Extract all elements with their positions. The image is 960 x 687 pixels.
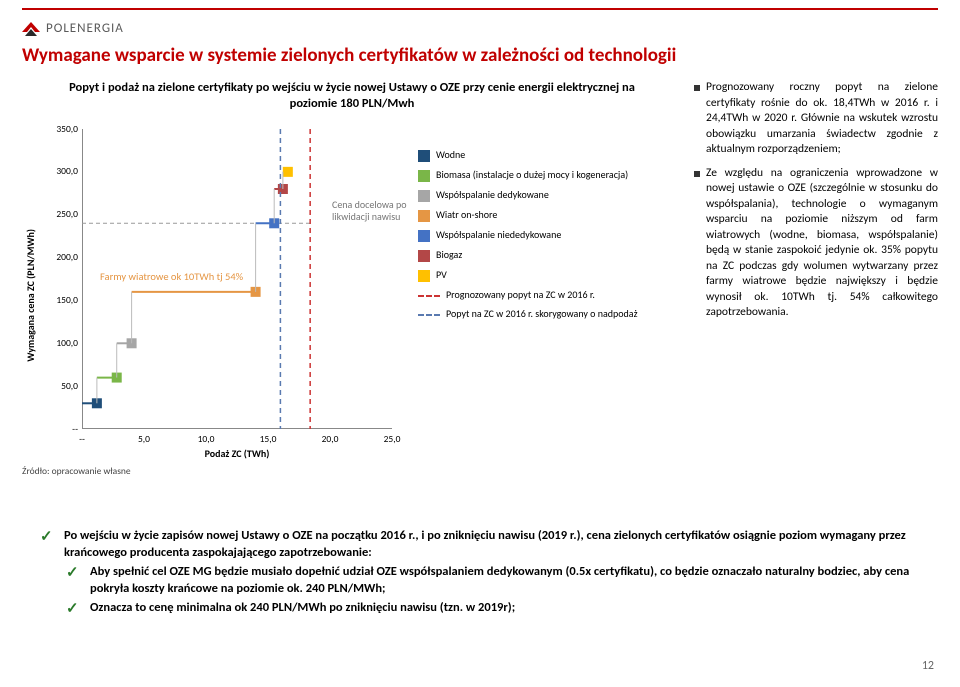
check-icon: ✓: [66, 600, 82, 618]
x-tick: 25,0: [384, 433, 401, 445]
legend-label: PV: [436, 269, 447, 281]
y-tick: 350,0: [46, 123, 78, 135]
legend-item: Współspalanie niededykowane: [418, 229, 668, 242]
legend-swatch: [418, 150, 430, 162]
legend-label: Prognozowany popyt na ZC w 2016 r.: [446, 289, 595, 301]
annotation-target-price: Cena docelowa po likwidacji nawisu: [332, 199, 412, 223]
chart-column: Popyt i podaż na zielone certyfikaty po …: [22, 80, 682, 469]
x-axis-label: Podaż ZC (TWh): [82, 447, 392, 460]
chart-source: Źródło: opracowanie własne: [22, 465, 131, 477]
legend-item: Wodne: [418, 149, 668, 162]
legend-item: Biomasa (instalacje o dużej mocy i kogen…: [418, 169, 668, 182]
conclusion-main-text: Po wejściu w życie zapisów nowej Ustawy …: [64, 528, 920, 562]
top-rule: [22, 8, 938, 10]
y-tick: --: [46, 423, 78, 435]
x-tick: --: [79, 433, 85, 445]
bottom-conclusions: ✓ Po wejściu w życie zapisów nowej Ustaw…: [40, 528, 920, 620]
legend-swatch: [418, 295, 440, 297]
legend-label: Biogaz: [436, 249, 462, 261]
legend-swatch: [418, 210, 430, 222]
legend-item: PV: [418, 269, 668, 282]
conclusion-sub-2: ✓ Oznacza to cenę minimalna ok 240 PLN/M…: [66, 600, 920, 618]
legend-swatch: [418, 314, 440, 316]
y-tick: 300,0: [46, 165, 78, 177]
page-title: Wymagane wsparcie w systemie zielonych c…: [22, 44, 938, 67]
legend-swatch: [418, 230, 430, 242]
y-tick: 50,0: [46, 380, 78, 392]
check-icon: ✓: [66, 564, 82, 598]
x-tick: 20,0: [322, 433, 339, 445]
logo: POLENERGIA: [22, 20, 124, 36]
side-bullet-text: Prognozowany roczny popyt na zielone cer…: [706, 80, 938, 158]
legend-swatch: [418, 190, 430, 202]
legend-swatch: [418, 250, 430, 262]
side-bullet: Ze względu na ograniczenia wprowadzone w…: [694, 166, 938, 321]
conclusion-sub-2-text: Oznacza to cenę minimalna ok 240 PLN/MWh…: [90, 600, 515, 618]
legend-label: Wiatr on-shore: [436, 209, 497, 221]
legend-label: Popyt na ZC w 2016 r. skorygowany o nadp…: [446, 308, 638, 320]
legend-swatch: [418, 170, 430, 182]
x-tick: 10,0: [198, 433, 215, 445]
logo-mark-icon: [22, 20, 40, 36]
legend-label: Współspalanie dedykowane: [436, 189, 549, 201]
legend-item: Wiatr on-shore: [418, 209, 668, 222]
conclusion-sub-1-text: Aby spełnić cel OZE MG będzie musiało do…: [90, 564, 920, 598]
legend-item: Współspalanie dedykowane: [418, 189, 668, 202]
legend-item: Popyt na ZC w 2016 r. skorygowany o nadp…: [418, 308, 668, 320]
main-content: Popyt i podaż na zielone certyfikaty po …: [22, 80, 938, 469]
bullet-icon: [694, 171, 700, 177]
y-tick: 100,0: [46, 337, 78, 349]
annotation-wind-farms: Farmy wiatrowe ok 10TWh tj 54%: [100, 271, 243, 284]
side-bullet: Prognozowany roczny popyt na zielone cer…: [694, 80, 938, 158]
side-bullets: Prognozowany roczny popyt na zielone cer…: [694, 80, 938, 469]
legend-item: Prognozowany popyt na ZC w 2016 r.: [418, 289, 668, 301]
chart-title: Popyt i podaż na zielone certyfikaty po …: [22, 80, 682, 113]
legend-item: Biogaz: [418, 249, 668, 262]
check-icon: ✓: [40, 528, 56, 562]
conclusion-sub-1: ✓ Aby spełnić cel OZE MG będzie musiało …: [66, 564, 920, 598]
y-axis-label: Wymagana cena ZC (PLN/MWh): [24, 229, 37, 362]
x-tick: 5,0: [138, 433, 150, 445]
y-tick: 250,0: [46, 208, 78, 220]
y-tick: 200,0: [46, 251, 78, 263]
chart-legend: Wodne Biomasa (instalacje o dużej mocy i …: [418, 149, 668, 327]
page-number: 12: [922, 659, 934, 673]
x-tick: 15,0: [260, 433, 277, 445]
legend-label: Biomasa (instalacje o dużej mocy i kogen…: [436, 169, 628, 181]
conclusion-main: ✓ Po wejściu w życie zapisów nowej Ustaw…: [40, 528, 920, 562]
y-tick: 150,0: [46, 294, 78, 306]
bullet-icon: [694, 85, 700, 91]
legend-label: Wodne: [436, 149, 465, 161]
legend-label: Współspalanie niededykowane: [436, 229, 561, 241]
legend-swatch: [418, 270, 430, 282]
side-bullet-text: Ze względu na ograniczenia wprowadzone w…: [706, 166, 938, 321]
chart-area: Wymagana cena ZC (PLN/MWh) -- 50,0 100,0 15…: [22, 119, 682, 469]
logo-text: POLENERGIA: [46, 21, 124, 36]
